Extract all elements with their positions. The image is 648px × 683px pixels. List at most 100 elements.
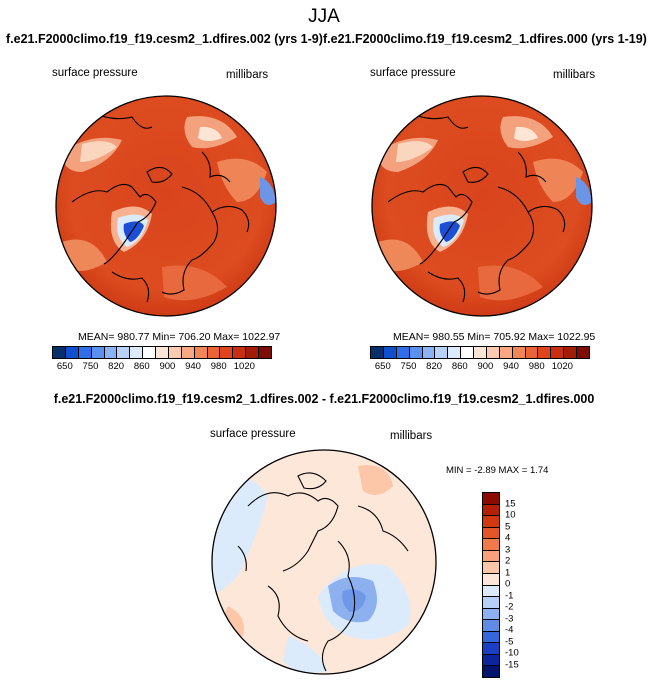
- colorbar-swatch: [538, 347, 552, 358]
- diff-colorbar-tick-label: -3: [505, 613, 514, 624]
- diff-units-label: millibars: [390, 430, 433, 442]
- colorbar-swatch: [422, 347, 436, 358]
- diff-colorbar-tick-label: -15: [505, 659, 519, 670]
- colorbar-swatch: [117, 347, 131, 358]
- diff-colorbar-swatch: [483, 608, 499, 621]
- colorbar-swatch: [525, 347, 539, 358]
- panel2-stats: MEAN= 980.55 Min= 705.92 Max= 1022.95: [393, 331, 596, 343]
- colorbar-swatch: [474, 347, 487, 358]
- colorbar-swatch: [194, 347, 208, 358]
- colorbar-tick-label: 650: [374, 361, 391, 372]
- colorbar-swatch: [551, 347, 565, 358]
- diff-colorbar-swatch: [483, 493, 499, 505]
- colorbar-swatch: [130, 347, 144, 358]
- diff-colorbar-tick-label: 2: [505, 555, 511, 567]
- colorbar-tick-label: 820: [108, 361, 125, 372]
- diff-colorbar-swatch: [483, 631, 499, 644]
- colorbar-swatch: [577, 347, 589, 358]
- panel1-polar-map: [55, 95, 277, 317]
- diff-colorbar: [482, 492, 500, 678]
- diff-colorbar-tick-label: 3: [505, 544, 511, 555]
- diff-colorbar-tick-label: 5: [505, 521, 511, 532]
- colorbar-tick-label: 980: [528, 361, 545, 372]
- diff-colorbar-tick-label: -10: [505, 647, 519, 659]
- diff-colorbar-swatch: [483, 643, 499, 655]
- colorbar-swatch: [448, 347, 462, 358]
- diff-colorbar-swatch: [483, 654, 499, 667]
- diff-colorbar-tick-label: 1: [505, 567, 511, 578]
- panel1-stats: MEAN= 980.77 Min= 706.20 Max= 1022.97: [78, 331, 281, 343]
- colorbar-swatch: [435, 347, 449, 358]
- panel2-polar-map: [371, 95, 593, 317]
- colorbar-swatch: [396, 347, 410, 358]
- colorbar-swatch: [181, 347, 195, 358]
- diff-colorbar-tick-label: -1: [505, 590, 514, 601]
- colorbar-tick-label: 980: [210, 361, 227, 372]
- colorbar-swatch: [233, 347, 247, 358]
- colorbar-tick-label: 1020: [551, 361, 573, 372]
- panel1-colorbar: [52, 346, 272, 359]
- colorbar-swatch: [371, 347, 384, 358]
- diff-colorbar-tick-label: -5: [505, 636, 514, 647]
- panel1-variable-label: surface pressure: [52, 67, 138, 79]
- panel1-case-title: f.e21.F2000climo.f19_f19.cesm2_1.dfires.…: [6, 32, 323, 46]
- diff-colorbar-swatch: [483, 573, 499, 586]
- colorbar-swatch: [383, 347, 397, 358]
- colorbar-swatch: [220, 347, 234, 358]
- colorbar-swatch: [91, 347, 105, 358]
- panel2-colorbar: [370, 346, 590, 359]
- colorbar-swatch: [207, 347, 221, 358]
- colorbar-swatch: [499, 347, 513, 358]
- colorbar-swatch: [564, 347, 577, 358]
- colorbar-swatch: [156, 347, 169, 358]
- diff-colorbar-tick-label: -4: [505, 624, 514, 636]
- colorbar-swatch: [104, 347, 118, 358]
- colorbar-swatch: [259, 347, 271, 358]
- colorbar-tick-label: 940: [503, 361, 519, 372]
- panel2-units-label: millibars: [553, 69, 596, 81]
- colorbar-swatch: [409, 347, 423, 358]
- colorbar-tick-label: 1020: [233, 361, 255, 372]
- diff-colorbar-swatch: [483, 550, 499, 563]
- diff-colorbar-swatch: [483, 562, 499, 574]
- panel2-case-title: f.e21.F2000climo.f19_f19.cesm2_1.dfires.…: [323, 32, 647, 46]
- colorbar-swatch: [246, 347, 259, 358]
- diff-colorbar-swatch: [483, 620, 499, 632]
- panel2-variable-label: surface pressure: [370, 67, 456, 79]
- colorbar-swatch: [461, 347, 474, 358]
- diff-colorbar-tick-label: -2: [505, 601, 514, 613]
- diff-colorbar-swatch: [483, 585, 499, 598]
- colorbar-swatch: [78, 347, 92, 358]
- page-title: JJA: [308, 6, 340, 27]
- diff-variable-label: surface pressure: [210, 428, 296, 440]
- panel1-units-label: millibars: [226, 69, 269, 81]
- colorbar-tick-label: 940: [185, 361, 201, 372]
- colorbar-tick-label: 860: [133, 361, 150, 372]
- colorbar-tick-label: 900: [477, 361, 494, 372]
- colorbar-swatch: [512, 347, 526, 358]
- diff-colorbar-swatch: [483, 597, 499, 609]
- colorbar-swatch: [143, 347, 156, 358]
- colorbar-tick-label: 750: [82, 361, 99, 372]
- diff-title: f.e21.F2000climo.f19_f19.cesm2_1.dfires.…: [53, 392, 595, 406]
- diff-polar-map: [211, 449, 437, 675]
- colorbar-tick-label: 900: [159, 361, 176, 372]
- diff-colorbar-tick-label: 10: [505, 509, 516, 521]
- colorbar-swatch: [486, 347, 500, 358]
- diff-colorbar-swatch: [483, 527, 499, 540]
- diff-colorbar-ticks: 15 10 5 4 3 2 1 0 -1 -2 -3 -4 -5 -10 -15: [505, 492, 535, 676]
- colorbar-swatch: [53, 347, 66, 358]
- colorbar-tick-label: 750: [400, 361, 417, 372]
- diff-colorbar-swatch: [483, 504, 499, 517]
- diff-colorbar-swatch: [483, 539, 499, 551]
- colorbar-swatch: [168, 347, 182, 358]
- diff-stats: MIN = -2.89 MAX = 1.74: [446, 465, 549, 476]
- colorbar-tick-label: 650: [56, 361, 73, 372]
- colorbar-tick-label: 820: [426, 361, 443, 372]
- colorbar-tick-label: 860: [451, 361, 468, 372]
- colorbar-swatch: [65, 347, 79, 358]
- diff-colorbar-tick-label: 0: [505, 578, 511, 590]
- diff-colorbar-swatch: [483, 666, 499, 677]
- diff-colorbar-tick-label: 15: [505, 498, 516, 509]
- diff-colorbar-swatch: [483, 516, 499, 528]
